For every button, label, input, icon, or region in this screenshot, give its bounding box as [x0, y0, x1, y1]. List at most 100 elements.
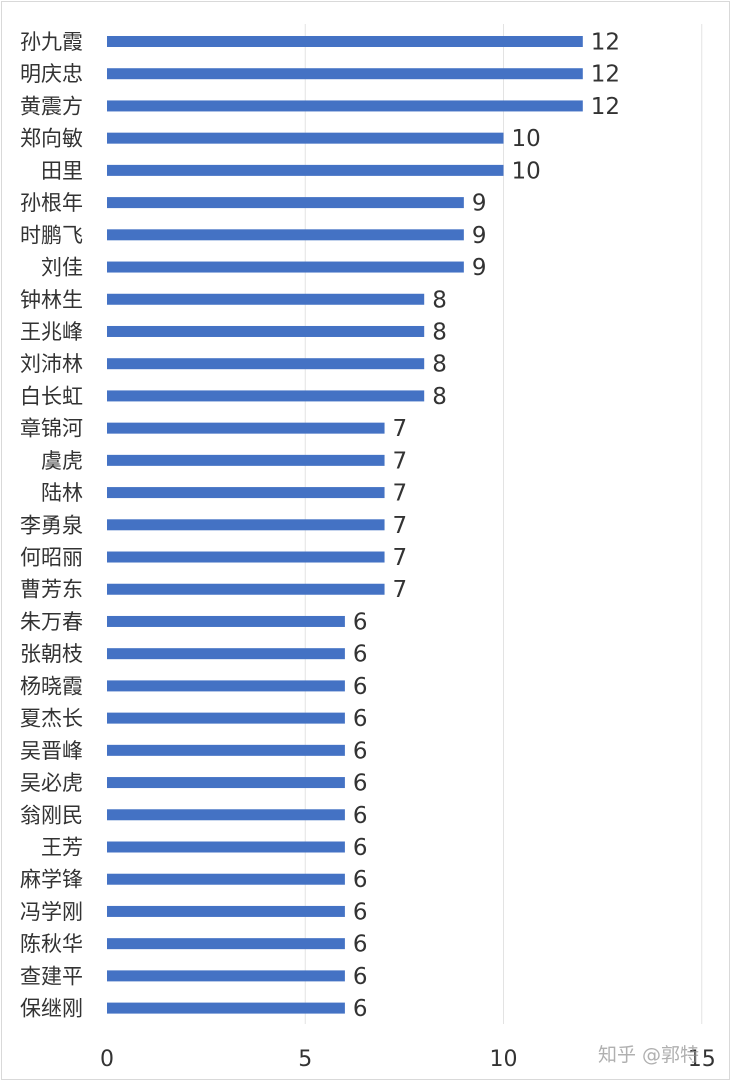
value-label: 7 [393, 448, 408, 474]
bar [107, 519, 385, 531]
category-labels: 孙九霞明庆忠黄震方郑向敏田里孙根年时鹏飞刘佳钟林生王兆峰刘沛林白长虹章锦河虞虎陆… [20, 30, 83, 1021]
category-label: 郑向敏 [20, 127, 83, 151]
category-label: 李勇泉 [20, 513, 83, 537]
bar [107, 744, 345, 756]
bar [107, 680, 345, 692]
bar [107, 390, 425, 402]
category-label: 陈秋华 [20, 932, 83, 956]
x-tick-label: 10 [490, 1047, 518, 1072]
value-label: 12 [591, 30, 620, 56]
value-label: 6 [353, 932, 368, 958]
category-label: 虞虎 [41, 449, 83, 473]
bar [107, 100, 583, 112]
bar [107, 325, 425, 337]
category-label: 麻学锋 [20, 868, 83, 892]
value-label: 6 [353, 642, 368, 668]
category-label: 张朝枝 [20, 642, 83, 666]
value-label: 6 [353, 803, 368, 829]
bar [107, 1002, 345, 1014]
value-label: 10 [512, 158, 541, 184]
category-label: 曹芳东 [20, 578, 83, 602]
value-label: 6 [353, 738, 368, 764]
value-label: 7 [393, 416, 408, 442]
category-label: 吴晋峰 [20, 739, 83, 763]
value-label: 6 [353, 899, 368, 925]
bar [107, 551, 385, 563]
value-label: 8 [432, 384, 447, 410]
value-label: 6 [353, 996, 368, 1022]
category-label: 保继刚 [20, 997, 83, 1021]
value-label: 6 [353, 609, 368, 635]
bar [107, 164, 504, 176]
x-tick-label: 15 [688, 1047, 716, 1072]
category-label: 吴必虎 [20, 771, 83, 795]
value-label: 6 [353, 771, 368, 797]
bars [107, 36, 583, 1014]
bar [107, 841, 345, 853]
value-label: 8 [432, 352, 447, 378]
value-label: 6 [353, 706, 368, 732]
watermark: 知乎 @郭特 [598, 1044, 700, 1066]
value-label: 6 [353, 964, 368, 990]
bar [107, 809, 345, 821]
category-label: 杨晓霞 [20, 674, 83, 698]
bar [107, 197, 464, 209]
category-label: 王芳 [41, 836, 83, 860]
bar [107, 487, 385, 499]
value-label: 10 [512, 126, 541, 152]
category-label: 章锦河 [20, 417, 83, 441]
value-label: 6 [353, 674, 368, 700]
bar [107, 422, 385, 434]
category-label: 朱万春 [20, 610, 83, 634]
x-tick-label: 5 [298, 1047, 312, 1072]
bar [107, 873, 345, 885]
category-label: 翁刚民 [20, 803, 83, 827]
category-label: 田里 [41, 159, 83, 183]
value-label: 6 [353, 867, 368, 893]
value-label: 7 [393, 481, 408, 507]
category-label: 夏杰长 [20, 707, 83, 731]
value-label: 9 [472, 191, 487, 217]
value-label: 12 [591, 62, 620, 88]
category-label: 孙根年 [20, 191, 83, 215]
value-label: 7 [393, 577, 408, 603]
category-label: 钟林生 [20, 288, 83, 312]
bar [107, 970, 345, 982]
x-tick-label: 0 [100, 1047, 114, 1072]
bar [107, 132, 504, 144]
bar [107, 261, 464, 273]
category-label: 陆林 [41, 481, 83, 505]
category-label: 刘沛林 [20, 352, 83, 376]
value-label: 12 [591, 94, 620, 120]
bar [107, 648, 345, 660]
bar [107, 454, 385, 466]
category-label: 刘佳 [41, 256, 83, 280]
bar [107, 293, 425, 305]
category-label: 黄震方 [20, 94, 83, 118]
category-label: 冯学刚 [20, 900, 83, 924]
bar [107, 229, 464, 241]
value-label: 9 [472, 255, 487, 281]
category-label: 白长虹 [20, 384, 83, 408]
category-label: 何昭丽 [20, 546, 83, 570]
value-label: 7 [393, 545, 408, 571]
value-label: 6 [353, 835, 368, 861]
value-label: 7 [393, 513, 408, 539]
category-label: 查建平 [20, 964, 83, 988]
category-label: 王兆峰 [20, 320, 83, 344]
category-label: 孙九霞 [20, 30, 83, 54]
value-label: 9 [472, 223, 487, 249]
bar [107, 36, 583, 47]
x-axis-tick-labels: 0 5 10 15 [100, 1047, 716, 1072]
bar [107, 68, 583, 80]
category-label: 明庆忠 [20, 62, 83, 86]
bar [107, 905, 345, 917]
bar [107, 938, 345, 950]
bar [107, 777, 345, 789]
bar [107, 712, 345, 724]
value-label: 8 [432, 319, 447, 345]
bar [107, 358, 425, 370]
bar [107, 615, 345, 627]
